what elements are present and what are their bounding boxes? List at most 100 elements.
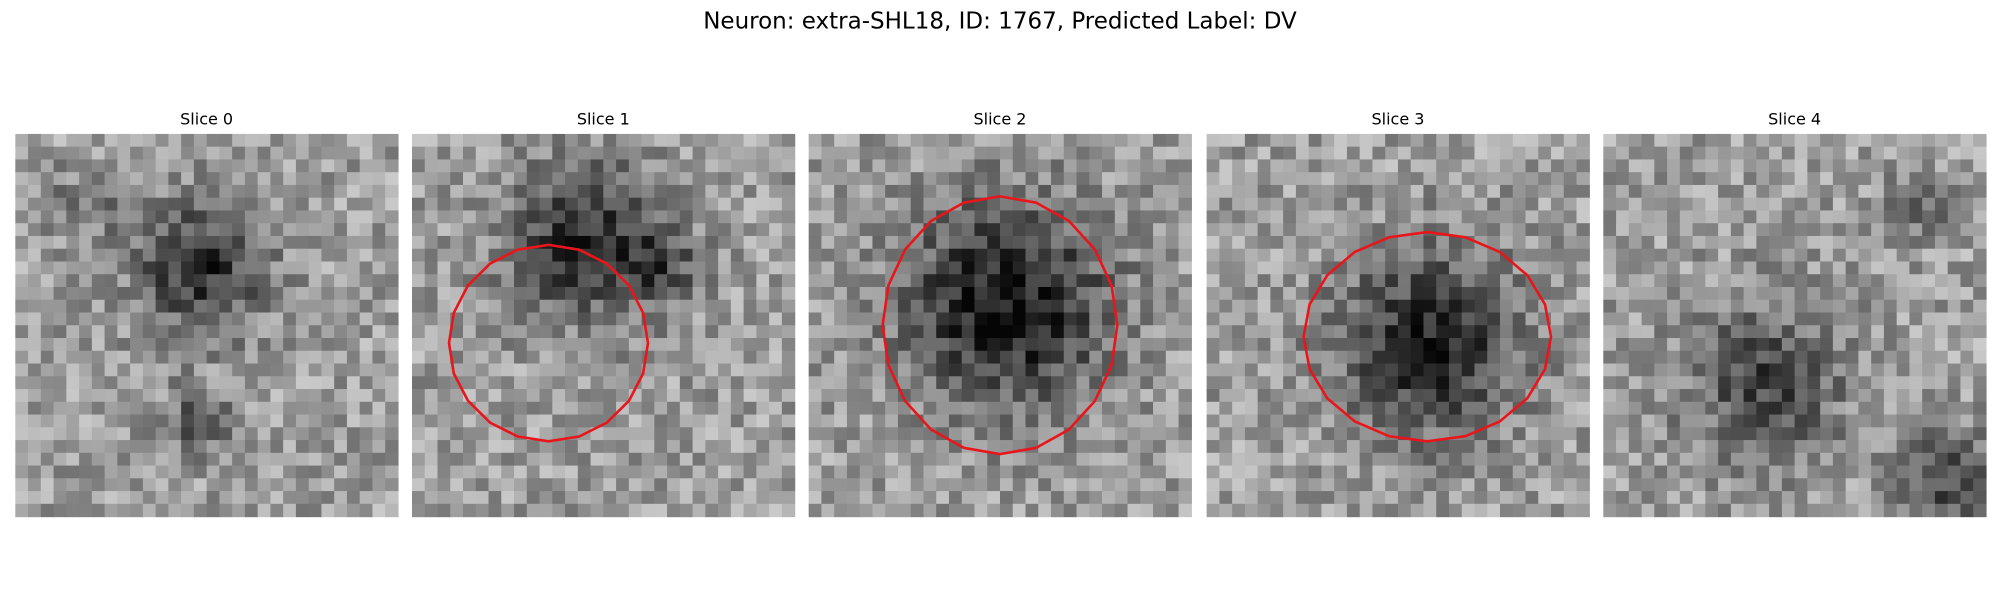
pixel <box>372 465 386 479</box>
pixel <box>244 133 259 148</box>
pixel <box>1321 159 1335 173</box>
pixel <box>1679 452 1694 467</box>
pixel <box>257 325 272 339</box>
pixel <box>1679 299 1694 314</box>
pixel <box>1140 146 1154 161</box>
pixel <box>1153 414 1167 428</box>
pixel <box>1397 210 1412 224</box>
pixel <box>232 478 246 492</box>
pixel <box>1436 414 1450 428</box>
pixel <box>936 389 950 403</box>
pixel <box>1909 389 1923 403</box>
pixel <box>1947 478 1962 492</box>
pixel <box>1947 376 1962 390</box>
pixel <box>756 427 770 441</box>
pixel <box>66 286 80 301</box>
pixel <box>1102 248 1116 263</box>
pixel <box>552 427 566 441</box>
pixel <box>718 159 732 173</box>
pixel <box>79 338 93 352</box>
pixel <box>1628 286 1643 301</box>
pixel <box>295 363 310 377</box>
pixel <box>219 146 233 161</box>
pixel <box>1934 261 1949 275</box>
pixel <box>1308 312 1323 326</box>
pixel <box>1423 235 1437 250</box>
pixel <box>66 235 80 250</box>
pixel <box>1474 223 1488 237</box>
pixel <box>1025 376 1039 390</box>
pixel <box>1359 325 1374 339</box>
pixel <box>808 235 823 250</box>
pixel <box>1551 172 1565 186</box>
pixel <box>1896 210 1911 224</box>
pixel <box>1038 503 1052 518</box>
pixel <box>1474 478 1488 492</box>
pixel <box>1499 363 1514 377</box>
pixel <box>1127 210 1141 224</box>
pixel <box>1512 274 1527 288</box>
pixel <box>488 452 502 467</box>
pixel <box>743 401 757 416</box>
pixel <box>1038 465 1052 479</box>
pixel <box>1051 133 1065 148</box>
pixel <box>987 274 1001 288</box>
pixel <box>1807 338 1821 352</box>
pixel <box>1679 210 1694 224</box>
pixel <box>142 401 157 416</box>
pixel <box>1667 465 1681 479</box>
pixel <box>730 261 745 275</box>
pixel <box>1178 159 1192 173</box>
pixel <box>104 197 118 212</box>
pixel <box>1436 478 1450 492</box>
pixel <box>321 172 335 186</box>
pixel <box>475 338 490 352</box>
pixel <box>1960 133 1974 148</box>
pixel <box>1076 465 1090 479</box>
pixel <box>718 363 732 377</box>
pixel <box>514 286 528 301</box>
pixel <box>679 197 694 212</box>
pixel <box>1025 235 1039 250</box>
pixel <box>117 465 131 479</box>
pixel <box>539 172 553 186</box>
pixel <box>168 376 182 390</box>
pixel <box>1178 299 1192 314</box>
pixel <box>1934 223 1949 237</box>
pixel <box>270 491 284 505</box>
pixel <box>936 478 950 492</box>
pixel <box>718 452 732 467</box>
pixel <box>334 491 348 505</box>
pixel <box>450 465 464 479</box>
pixel <box>437 261 451 275</box>
pixel <box>1206 440 1220 454</box>
pixel <box>1076 274 1090 288</box>
pixel <box>1012 261 1027 275</box>
pixel <box>1321 133 1335 148</box>
pixel <box>1628 325 1643 339</box>
pixel <box>155 184 169 199</box>
pixel <box>628 261 643 275</box>
pixel <box>117 133 131 148</box>
pixel <box>1705 376 1719 390</box>
pixel <box>1667 363 1681 377</box>
pixel <box>1499 172 1514 186</box>
pixel <box>1140 338 1154 352</box>
pixel <box>948 146 963 161</box>
pixel <box>346 491 361 505</box>
pixel <box>321 363 335 377</box>
pixel <box>1346 223 1361 237</box>
pixel <box>1807 197 1821 212</box>
pixel <box>117 261 131 275</box>
pixel <box>539 261 553 275</box>
pixel <box>130 133 144 148</box>
pixel <box>1845 184 1860 199</box>
pixel <box>295 414 310 428</box>
pixel <box>1025 299 1039 314</box>
pixel <box>130 210 144 224</box>
pixel <box>961 338 976 352</box>
pixel <box>679 312 694 326</box>
pixel <box>897 235 912 250</box>
pixel <box>1641 491 1655 505</box>
pixel <box>743 172 757 186</box>
